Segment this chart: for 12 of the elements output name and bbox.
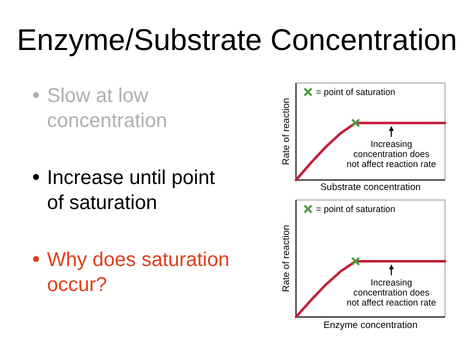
text: Increase until point of saturation	[47, 167, 216, 214]
x-axis-title: Substrate concentration	[320, 182, 421, 193]
x-axis-title: Enzyme concentration	[324, 320, 418, 331]
text: = point of saturation	[316, 204, 396, 214]
text: Enzyme/Substrate Concentration	[16, 24, 458, 57]
text: Slow at low concentration	[47, 85, 168, 132]
y-axis-title: Rate of reaction	[281, 224, 292, 292]
annotation: Increasing concentration does not affect reaction rate	[346, 138, 436, 169]
text: = point of saturation	[316, 87, 396, 97]
y-axis-title: Rate of reaction	[281, 98, 292, 166]
text: Why does saturation occur?	[47, 249, 230, 296]
annotation: Increasing concentration does not affect reaction rate	[346, 277, 436, 308]
